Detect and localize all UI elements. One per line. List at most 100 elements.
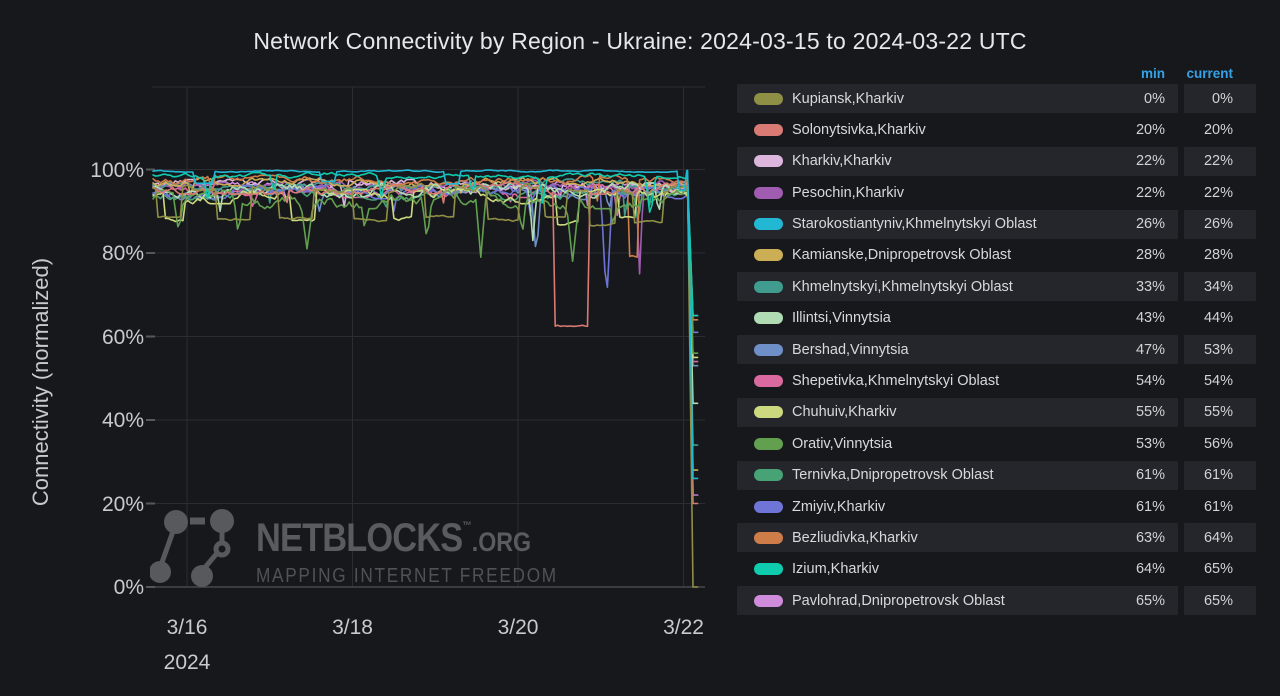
legend-table: min current Kupiansk,Kharkiv 0% 0% Solonyts… xyxy=(737,62,1256,618)
legend-row[interactable]: Kupiansk,Kharkiv 0% 0% xyxy=(737,84,1256,113)
series-current-value: 61% xyxy=(1203,498,1233,515)
y-tick-label: 40% xyxy=(101,409,144,432)
y-tick-label: 0% xyxy=(113,576,144,599)
legend-row[interactable]: Chuhuiv,Kharkiv 55% 55% xyxy=(737,397,1256,427)
series-current-value: 64% xyxy=(1203,529,1233,546)
series-min-value: 61% xyxy=(1135,498,1165,515)
series-current-value: 22% xyxy=(1203,184,1233,201)
legend-row[interactable]: Orativ,Vinnytsia 53% 56% xyxy=(737,429,1256,458)
legend-row[interactable]: Khmelnytskyi,Khmelnytskyi Oblast 33% 34% xyxy=(737,272,1256,302)
connectivity-chart[interactable] xyxy=(0,0,735,696)
y-tick-label: 20% xyxy=(101,492,144,516)
y-tick-label: 60% xyxy=(101,325,144,349)
legend-row[interactable]: Pesochin,Kharkiv 22% 22% xyxy=(737,178,1256,207)
series-min-value: 22% xyxy=(1135,184,1165,201)
series-name[interactable]: Pesochin,Kharkiv xyxy=(792,184,905,201)
series-current-value: 54% xyxy=(1203,373,1233,390)
legend-row[interactable]: Pavlohrad,Dnipropetrovsk Oblast 65% 65% xyxy=(737,586,1256,616)
series-color-swatch xyxy=(754,437,783,450)
series-current-value: 28% xyxy=(1203,247,1233,264)
legend-row[interactable]: Kharkiv,Kharkiv 22% 22% xyxy=(737,146,1256,176)
series-min-value: 33% xyxy=(1135,278,1165,295)
series-min-value: 47% xyxy=(1135,341,1165,358)
series-name[interactable]: Orativ,Vinnytsia xyxy=(792,435,893,452)
x-tick-label: 3/18 xyxy=(332,616,373,639)
series-name[interactable]: Khmelnytskyi,Khmelnytskyi Oblast xyxy=(792,278,1013,295)
series-current-value: 34% xyxy=(1203,278,1233,295)
series-color-swatch xyxy=(754,375,783,388)
series-current-value: 22% xyxy=(1203,153,1233,170)
series-current-value: 44% xyxy=(1203,310,1233,327)
series-name[interactable]: Illintsi,Vinnytsia xyxy=(792,310,891,327)
netblocks-logo-icon xyxy=(150,509,234,587)
series-min-value: 28% xyxy=(1135,247,1165,264)
series-min-value: 26% xyxy=(1135,216,1165,233)
series-min-value: 53% xyxy=(1135,435,1165,452)
series-min-value: 22% xyxy=(1135,153,1165,170)
series-line xyxy=(152,174,699,321)
series-name[interactable]: Shepetivka,Khmelnytskyi Oblast xyxy=(792,373,1000,390)
netblocks-watermark: NETBLOCKS™.ORG MAPPING INTERNET FREEDOM xyxy=(150,502,556,592)
series-name[interactable]: Kamianske,Dnipropetrovsk Oblast xyxy=(792,247,1012,264)
series-name[interactable]: Bezliudivka,Kharkiv xyxy=(792,529,918,546)
series-min-value: 0% xyxy=(1144,90,1165,107)
legend-row[interactable]: Bezliudivka,Kharkiv 63% 64% xyxy=(737,523,1256,553)
legend-header-min[interactable]: min xyxy=(1140,65,1165,81)
series-color-swatch xyxy=(754,406,783,419)
x-axis-year-label: 2024 xyxy=(163,651,211,674)
series-current-value: 56% xyxy=(1203,435,1233,452)
series-current-value: 61% xyxy=(1203,467,1233,484)
series-color-swatch xyxy=(754,186,783,199)
series-name[interactable]: Chuhuiv,Kharkiv xyxy=(792,404,897,421)
series-min-value: 43% xyxy=(1135,310,1165,327)
series-line xyxy=(152,169,699,480)
series-current-value: 26% xyxy=(1203,216,1233,233)
series-line xyxy=(152,182,699,588)
legend-row[interactable]: Starokostiantyniv,Khmelnytskyi Oblast 26%… xyxy=(737,209,1256,239)
series-color-swatch xyxy=(754,531,783,544)
series-name[interactable]: Ternivka,Dnipropetrovsk Oblast xyxy=(792,467,994,484)
series-name[interactable]: Izium,Kharkiv xyxy=(792,561,880,578)
legend-row[interactable]: Bershad,Vinnytsia 47% 53% xyxy=(737,335,1256,365)
series-name[interactable]: Bershad,Vinnytsia xyxy=(792,341,909,358)
legend-row[interactable]: Shepetivka,Khmelnytskyi Oblast 54% 54% xyxy=(737,367,1256,396)
grid-lines xyxy=(146,86,705,588)
series-line xyxy=(152,171,699,317)
series-current-value: 65% xyxy=(1203,592,1233,609)
legend-row[interactable]: Kamianske,Dnipropetrovsk Oblast 28% 28% xyxy=(737,241,1256,270)
legend-row[interactable]: Ternivka,Dnipropetrovsk Oblast 61% 61% xyxy=(737,460,1256,490)
series-color-swatch xyxy=(754,249,783,262)
series-min-value: 55% xyxy=(1135,404,1165,421)
legend-row[interactable]: Solonytsivka,Kharkiv 20% 20% xyxy=(737,115,1256,144)
series-name[interactable]: Pavlohrad,Dnipropetrovsk Oblast xyxy=(792,592,1005,609)
series-name[interactable]: Kupiansk,Kharkiv xyxy=(792,90,905,107)
legend-row[interactable]: Illintsi,Vinnytsia 43% 44% xyxy=(737,304,1256,333)
x-tick-label: 3/20 xyxy=(497,616,539,639)
series-color-swatch xyxy=(754,343,783,356)
legend-row[interactable]: Izium,Kharkiv 64% 65% xyxy=(737,555,1256,584)
y-tick-label: 100% xyxy=(90,158,144,182)
series-name[interactable]: Starokostiantyniv,Khmelnytskyi Oblast xyxy=(792,216,1037,233)
series-min-value: 61% xyxy=(1135,467,1165,484)
series-color-swatch xyxy=(754,92,783,105)
series-color-swatch xyxy=(754,312,783,325)
series-name[interactable]: Zmiyiv,Kharkiv xyxy=(792,498,886,515)
series-min-value: 63% xyxy=(1135,529,1165,546)
series-color-swatch xyxy=(754,594,783,607)
series-color-swatch xyxy=(754,469,783,482)
series-min-value: 20% xyxy=(1135,121,1165,138)
y-tick-label: 80% xyxy=(101,242,144,265)
series-current-value: 0% xyxy=(1212,90,1233,107)
chart-series xyxy=(152,169,699,588)
series-name[interactable]: Solonytsivka,Kharkiv xyxy=(792,121,926,138)
series-name[interactable]: Kharkiv,Kharkiv xyxy=(792,153,892,170)
legend-row[interactable]: Zmiyiv,Kharkiv 61% 61% xyxy=(737,492,1256,521)
netblocks-wordmark: NETBLOCKS™.ORG xyxy=(256,516,532,560)
series-color-swatch xyxy=(754,500,783,513)
series-current-value: 20% xyxy=(1203,121,1233,138)
series-min-value: 54% xyxy=(1135,373,1165,390)
series-color-swatch xyxy=(754,218,783,231)
x-tick-label: 3/22 xyxy=(663,616,704,639)
series-color-swatch xyxy=(754,155,783,168)
legend-header-current[interactable]: current xyxy=(1186,65,1233,81)
